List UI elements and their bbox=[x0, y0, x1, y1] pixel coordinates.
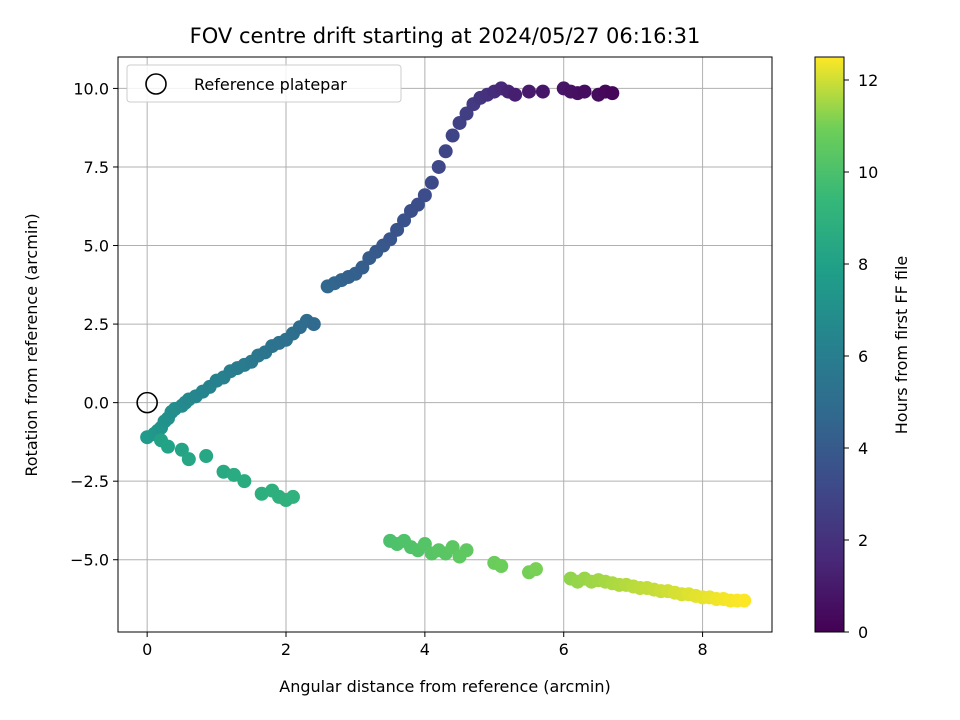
data-point bbox=[438, 144, 453, 159]
colorbar-ticks: 0 2 4 6 8 10 12 bbox=[844, 71, 878, 642]
data-point bbox=[306, 317, 321, 332]
plot-frame bbox=[117, 56, 773, 633]
legend-entry-reference: Reference platepar bbox=[194, 75, 347, 94]
colorbar-gradient bbox=[814, 56, 845, 633]
data-point bbox=[237, 474, 252, 489]
y-tick-label: 0.0 bbox=[84, 394, 109, 413]
colorbar-tick-label: 0 bbox=[858, 623, 868, 642]
y-tick-label: 7.5 bbox=[84, 158, 109, 177]
y-tick-label: 5.0 bbox=[84, 237, 109, 256]
colorbar-tick-label: 12 bbox=[858, 71, 878, 90]
data-point bbox=[508, 87, 523, 102]
data-point bbox=[528, 562, 543, 577]
y-tick-label: 2.5 bbox=[84, 315, 109, 334]
colorbar-label: Hours from first FF file bbox=[892, 256, 911, 435]
x-tick-label: 6 bbox=[559, 640, 569, 659]
scatter-points bbox=[140, 81, 752, 608]
reference-point-marker bbox=[136, 391, 158, 414]
y-axis-label: Rotation from reference (arcmin) bbox=[22, 213, 41, 476]
data-point bbox=[226, 467, 241, 482]
x-tick-label: 8 bbox=[697, 640, 707, 659]
x-tick-label: 2 bbox=[281, 640, 291, 659]
grid bbox=[118, 57, 772, 632]
data-point bbox=[737, 593, 752, 608]
legend-marker bbox=[145, 73, 167, 95]
data-point bbox=[417, 188, 432, 203]
colorbar-tick-label: 8 bbox=[858, 255, 868, 274]
data-point bbox=[445, 128, 460, 143]
legend: Reference platepar bbox=[126, 64, 402, 103]
colorbar-tick-label: 10 bbox=[858, 163, 878, 182]
data-point bbox=[160, 439, 175, 454]
y-axis-ticks: −5.0 −2.5 0.0 2.5 5.0 7.5 10.0 bbox=[70, 79, 118, 570]
legend-box bbox=[126, 64, 402, 103]
y-tick-label: −2.5 bbox=[70, 472, 109, 491]
data-point bbox=[494, 559, 509, 574]
data-point bbox=[424, 175, 439, 190]
colorbar-tick-label: 2 bbox=[858, 531, 868, 550]
data-point bbox=[522, 84, 537, 99]
data-point bbox=[605, 86, 620, 101]
colorbar-tick-label: 6 bbox=[858, 347, 868, 366]
data-point bbox=[181, 452, 196, 467]
chart-title: FOV centre drift starting at 2024/05/27 … bbox=[190, 24, 701, 48]
colorbar: 0 2 4 6 8 10 12 Hours from first FF file bbox=[814, 56, 911, 642]
data-point bbox=[535, 84, 550, 99]
colorbar-tick-label: 4 bbox=[858, 439, 868, 458]
data-point bbox=[577, 84, 592, 99]
data-point bbox=[431, 159, 446, 174]
x-axis-label: Angular distance from reference (arcmin) bbox=[279, 677, 610, 696]
x-axis-ticks: 0 2 4 6 8 bbox=[142, 632, 708, 659]
data-point bbox=[459, 543, 474, 558]
x-tick-label: 0 bbox=[142, 640, 152, 659]
y-tick-label: −5.0 bbox=[70, 551, 109, 570]
x-tick-label: 4 bbox=[420, 640, 430, 659]
data-point bbox=[285, 489, 300, 504]
data-point bbox=[199, 449, 214, 464]
y-tick-label: 10.0 bbox=[73, 79, 109, 98]
